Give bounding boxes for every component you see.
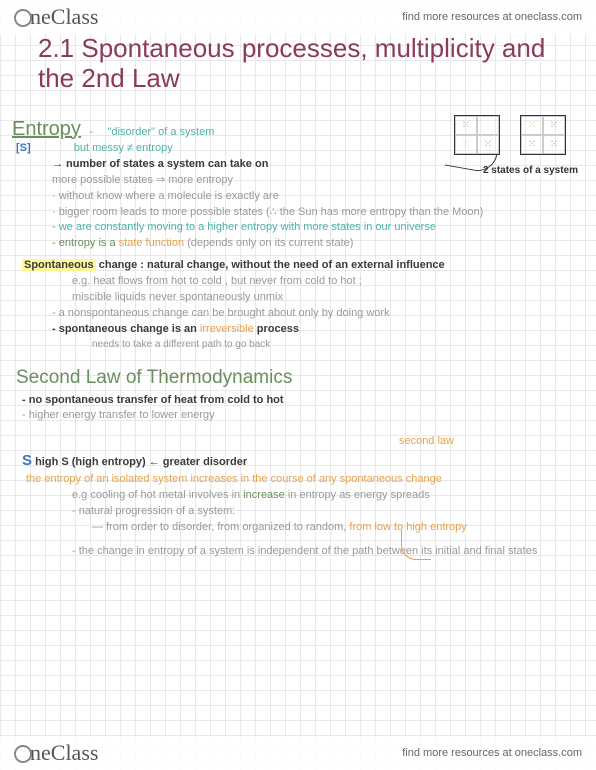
- entropy-dash: -: [89, 126, 93, 138]
- second-law-section: Second Law of Thermodynamics - no sponta…: [12, 367, 584, 560]
- footer-tagline: find more resources at oneclass.com: [402, 747, 582, 759]
- footer-logo: neClass: [14, 740, 98, 766]
- state-box-2: ⁙⁙ ⁙⁙: [520, 115, 566, 155]
- sl-eg4: - the change in entropy of a system is i…: [72, 544, 584, 560]
- spontaneous-def: Spontaneous change : natural change, wit…: [22, 258, 584, 274]
- entropy-def1a: "disorder" of a system: [108, 126, 215, 138]
- logo-text: neClass: [30, 4, 98, 29]
- spon-sub: needs to take a different path to go bac…: [92, 338, 584, 353]
- sl-eg1a: e.g cooling of hot metal involves in: [72, 489, 243, 501]
- page-title: 2.1 Spontaneous processes, multiplicity …: [38, 34, 584, 94]
- spontaneous-text: change : natural change, without the nee…: [96, 259, 445, 271]
- note5c: (depends only on its current state): [184, 237, 353, 249]
- header-tagline: find more resources at oneclass.com: [402, 11, 582, 23]
- spon-note1: - a nonspontaneous change can be brought…: [52, 306, 584, 322]
- second-law-heading: Second Law of Thermodynamics: [16, 367, 584, 389]
- entropy-note4: - we are constantly moving to a higher e…: [52, 220, 584, 236]
- header: neClass find more resources at oneclass.…: [0, 0, 596, 34]
- sl-eg3a: — from order to disorder, from organized…: [92, 521, 349, 533]
- sl-main: the entropy of an isolated system increa…: [26, 472, 584, 488]
- entropy-heading: Entropy: [12, 118, 81, 141]
- sl-eg3: — from order to disorder, from organized…: [92, 520, 584, 536]
- diagram-caption: 2 states of a system: [483, 165, 578, 176]
- footer-logo-text: neClass: [30, 740, 98, 765]
- s-symbol: S: [22, 452, 32, 469]
- cell-empty: [477, 116, 499, 135]
- spon-note2a: - spontaneous change is an: [52, 323, 200, 335]
- spontaneous-label: Spontaneous: [22, 259, 96, 271]
- entropy-def1b: but messy ≠ entropy: [74, 142, 173, 154]
- spon-eg1: e.g. heat flows from hot to cold , but n…: [72, 274, 584, 290]
- sl-label: second law: [22, 434, 454, 450]
- spon-note2b: irreversible: [200, 323, 254, 335]
- sl-eg2: - natural progression of a system:: [72, 504, 584, 520]
- cell-icon: ⁙: [521, 116, 543, 135]
- spon-eg2: miscible liquids never spontaneously unm…: [72, 290, 584, 306]
- entropy-note5: - entropy is a state function (depends o…: [52, 236, 584, 252]
- sl-line1: - no spontaneous transfer of heat from c…: [22, 393, 584, 409]
- entropy-note3: · bigger room leads to more possible sta…: [52, 205, 584, 221]
- sl-s-row: S high S (high entropy) ← greater disord…: [22, 450, 584, 472]
- cell-icon: ⁙: [543, 116, 565, 135]
- s-line: high S (high entropy) ← greater disorder: [35, 456, 247, 468]
- spon-note2: - spontaneous change is an irreversible …: [52, 322, 584, 338]
- entropy-symbol: [S]: [16, 142, 31, 154]
- spon-note2c: process: [254, 323, 299, 335]
- cell-icon: ⁙: [455, 116, 477, 135]
- cell-icon: ⁙: [543, 135, 565, 154]
- logo: neClass: [14, 4, 98, 30]
- note5b: state function: [119, 237, 184, 249]
- footer: neClass find more resources at oneclass.…: [0, 736, 596, 770]
- notes-page: 2.1 Spontaneous processes, multiplicity …: [0, 0, 596, 590]
- sl-eg1b: increase: [243, 489, 285, 501]
- cell-icon: ⁙: [521, 135, 543, 154]
- note5a: - entropy is a: [52, 237, 119, 249]
- entropy-note2: · without know where a molecule is exact…: [52, 189, 584, 205]
- sl-line2: - higher energy transfer to lower energy: [22, 408, 584, 424]
- sl-eg1c: in entropy as energy spreads: [285, 489, 430, 501]
- second-law-arrow-icon: [401, 530, 431, 560]
- sl-eg1: e.g cooling of hot metal involves in inc…: [72, 488, 584, 504]
